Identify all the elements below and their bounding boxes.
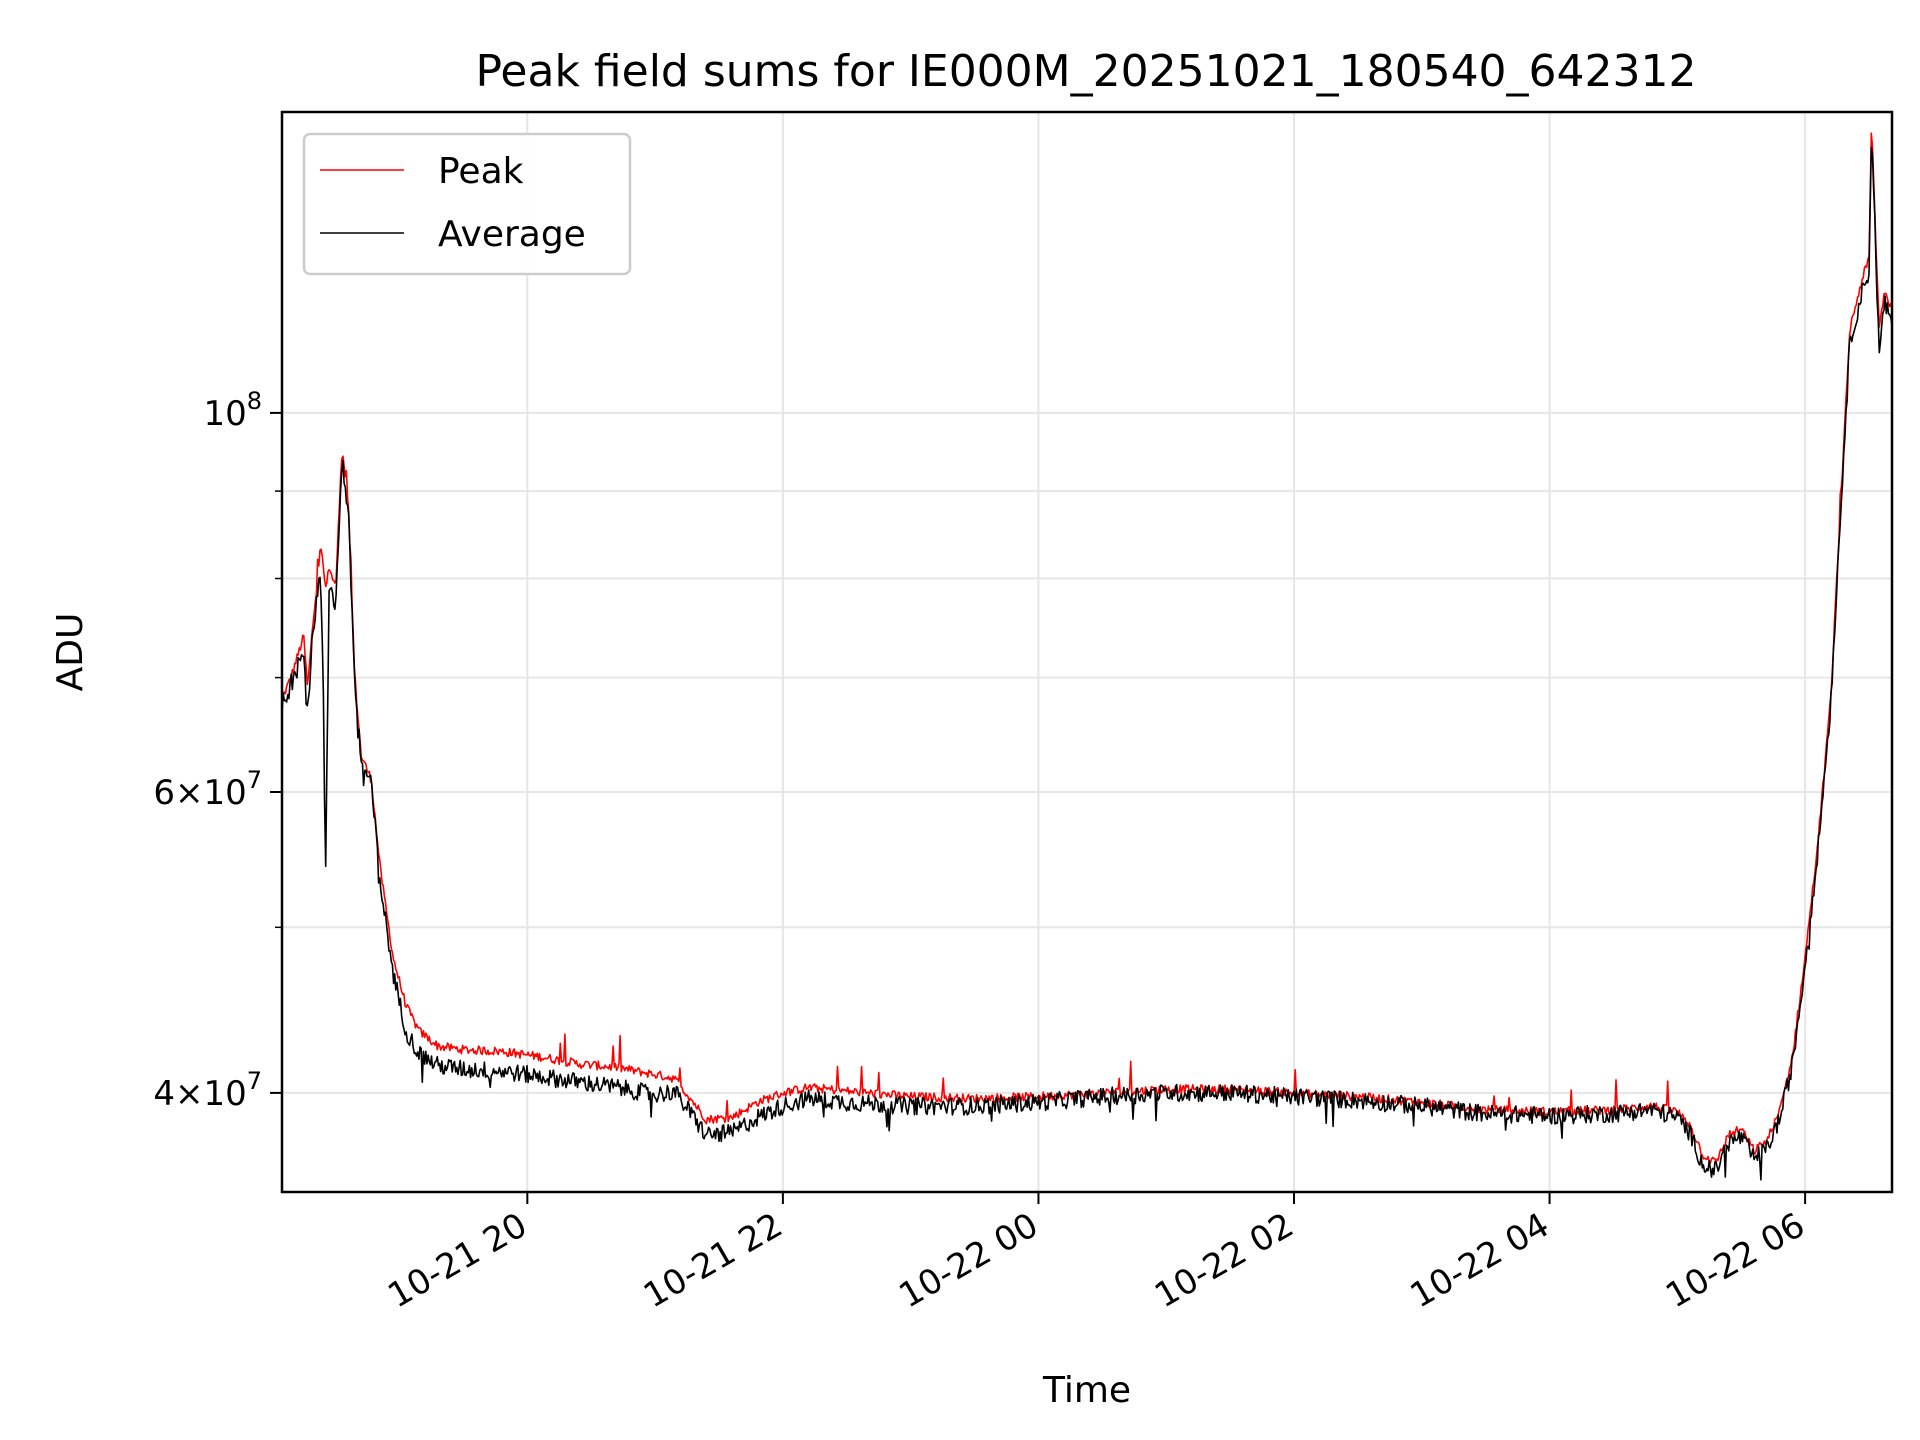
- y-tick-exponent: 8: [247, 387, 262, 415]
- y-tick-mantissa: 4: [153, 1074, 175, 1114]
- series-layer: [282, 132, 1892, 1181]
- y-axis-label: ADU: [50, 613, 91, 692]
- series-average-line: [282, 146, 1892, 1181]
- y-tick-label: 6×107: [153, 766, 262, 813]
- legend-box: [302, 132, 632, 276]
- y-tick-exponent: 7: [247, 1067, 262, 1095]
- plot-frame: [280, 110, 1894, 1194]
- legend-label-average: Average: [438, 214, 586, 255]
- y-tick-base: 10: [203, 1074, 246, 1114]
- y-tick-base: 10: [203, 773, 246, 813]
- y-tick-label: 4×107: [153, 1067, 262, 1114]
- y-tick-mantissa: 6: [153, 773, 175, 813]
- x-axis-label: Time: [1042, 1370, 1131, 1411]
- y-tick-label: 108: [203, 387, 262, 434]
- series-peak-line: [282, 132, 1892, 1164]
- y-tick-times: ×: [175, 1074, 204, 1114]
- chart-title: Peak field sums for IE000M_20251021_1805…: [475, 46, 1696, 97]
- legend-label-peak: Peak: [438, 151, 524, 192]
- y-tick-base: 10: [203, 394, 246, 434]
- y-tick-exponent: 7: [247, 766, 262, 794]
- legend: Peak Average: [302, 132, 632, 276]
- y-tick-times: ×: [175, 773, 204, 813]
